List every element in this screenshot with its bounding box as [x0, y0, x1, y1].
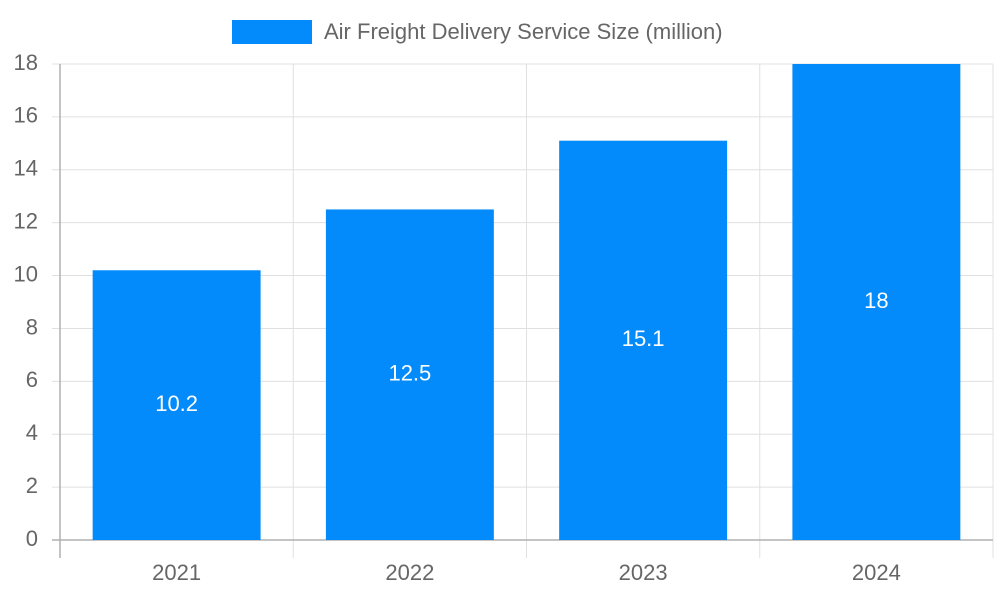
y-tick-label: 18 — [14, 50, 38, 75]
x-tick-label: 2023 — [619, 560, 668, 585]
x-tick-label: 2022 — [385, 560, 434, 585]
y-tick-label: 2 — [26, 473, 38, 498]
x-tick-label: 2021 — [152, 560, 201, 585]
bar — [92, 270, 261, 540]
y-tick-label: 16 — [14, 103, 38, 128]
bar — [559, 140, 728, 540]
bar — [325, 209, 494, 540]
data-label: 18 — [864, 288, 888, 313]
y-tick-label: 6 — [26, 367, 38, 392]
y-tick-label: 12 — [14, 208, 38, 233]
y-tick-label: 14 — [14, 156, 38, 181]
y-tick-label: 10 — [14, 261, 38, 286]
y-tick-label: 8 — [26, 314, 38, 339]
data-label: 15.1 — [622, 326, 665, 351]
legend-label: Air Freight Delivery Service Size (milli… — [324, 19, 723, 44]
x-tick-label: 2024 — [852, 560, 901, 585]
data-label: 12.5 — [388, 361, 431, 386]
bar — [792, 64, 961, 540]
y-tick-label: 4 — [26, 420, 38, 445]
data-label: 10.2 — [155, 391, 198, 416]
legend-swatch — [232, 20, 312, 44]
y-tick-label: 0 — [26, 526, 38, 551]
